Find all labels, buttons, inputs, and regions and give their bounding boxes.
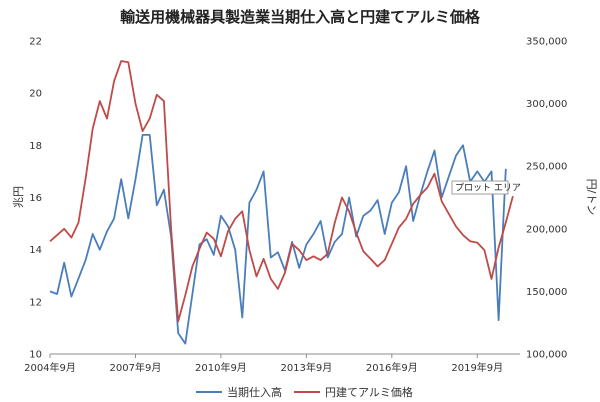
y-tick-label: 12 bbox=[29, 297, 42, 308]
x-axis-ticks: 2004年9月 2007年9月 2010年9月 2013年9月 2016年9月 2019年… bbox=[24, 354, 503, 374]
y2-tick-label: 350,000 bbox=[526, 37, 567, 48]
series-line-2 bbox=[49, 60, 514, 323]
y2-tick-label: 100,000 bbox=[526, 350, 567, 361]
legend-label: 円建てアルミ価格 bbox=[325, 385, 413, 399]
y-axis-ticks: 10 12 14 16 18 20 22 bbox=[29, 37, 42, 361]
x-tick-label: 2010年9月 bbox=[195, 361, 247, 374]
y-tick-label: 22 bbox=[29, 37, 42, 48]
y2-tick-label: 250,000 bbox=[526, 162, 567, 173]
x-tick-label: 2004年9月 bbox=[24, 361, 76, 374]
x-tick-label: 2007年9月 bbox=[110, 361, 162, 374]
y-tick-label: 20 bbox=[29, 89, 42, 100]
y2-axis-ticks: 100,000 150,000 200,000 250,000 300,000 350,0… bbox=[526, 37, 567, 361]
tooltip-text: プロット エリア bbox=[455, 183, 521, 194]
series-line-1 bbox=[49, 134, 507, 345]
x-tick-label: 2013年9月 bbox=[280, 361, 332, 374]
y2-axis-label: 円/トン bbox=[585, 179, 598, 216]
plot-area[interactable] bbox=[49, 60, 520, 355]
y-tick-label: 14 bbox=[29, 245, 42, 256]
y2-tick-label: 300,000 bbox=[526, 99, 567, 110]
tooltip-box bbox=[451, 180, 509, 195]
chart-title: 輸送用機械器具製造業当期仕入高と円建てアルミ価格 bbox=[120, 8, 481, 26]
x-tick-label: 2019年9月 bbox=[451, 361, 503, 374]
y-axis-label: 兆円 bbox=[12, 186, 25, 208]
y-tick-label: 10 bbox=[29, 350, 42, 361]
x-tick-label: 2016年9月 bbox=[366, 361, 418, 374]
y2-tick-label: 150,000 bbox=[526, 287, 567, 298]
plot-area-tooltip: プロット エリア bbox=[451, 180, 521, 195]
legend: 当期仕入高 円建てアルミ価格 bbox=[196, 385, 413, 399]
y2-tick-label: 200,000 bbox=[526, 224, 567, 235]
y-tick-label: 18 bbox=[29, 141, 42, 152]
legend-label: 当期仕入高 bbox=[227, 385, 282, 399]
y-tick-label: 16 bbox=[29, 193, 42, 204]
